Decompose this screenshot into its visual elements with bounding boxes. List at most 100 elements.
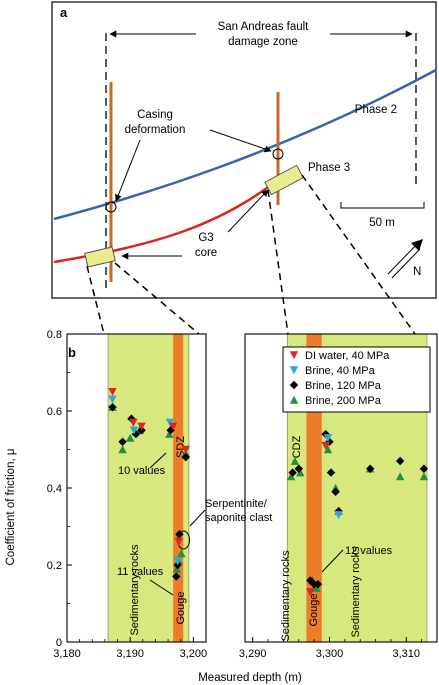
point-di-water-40-mpa-0-1 (129, 418, 138, 427)
deformation-marker-right (272, 148, 284, 160)
point-di-water-40-mpa-0-2 (137, 422, 146, 431)
point-brine-200-mpa-1-1 (290, 456, 300, 465)
panel-a: a San Andreas fault damage zone Phase 2 … (51, 1, 437, 299)
phase2-borehole (53, 68, 437, 221)
point-brine-120-mpa-1-7 (326, 468, 336, 477)
label-ten-values: 10 values (118, 465, 166, 477)
point-brine-120-mpa-1-12 (419, 464, 429, 473)
connector-right-1 (267, 189, 289, 335)
label-gouge-left: Gouge (175, 591, 187, 624)
label-sedimentary-right-1: Sedimentary rocks (280, 550, 292, 642)
north-arrow-shaft-1 (387, 242, 419, 275)
point-brine-200-mpa-1-2 (296, 468, 305, 477)
legend-label-brine-200: Brine, 200 MPa (305, 395, 382, 407)
label-serpentinite-line1: Serpentinite/ (205, 498, 268, 510)
g3-label-line2: core (195, 247, 217, 259)
x-tick-label-0-0: 3,180 (53, 648, 81, 660)
point-brine-200-mpa-0-5 (172, 564, 182, 573)
legend-marker-di-water-40-mpa (289, 351, 299, 360)
point-brine-120-mpa-0-0 (108, 402, 117, 412)
zone-label-line1: San Andreas fault (218, 21, 310, 33)
casing-label-line2: deformation (125, 124, 186, 136)
connector-lines (86, 174, 416, 335)
north-arrow-shaft-2 (391, 248, 421, 279)
point-brine-200-mpa-0-4 (165, 429, 174, 438)
phase3-borehole (53, 181, 276, 264)
core-left (84, 246, 116, 268)
x-tick-label-0-1: 3,190 (116, 648, 144, 660)
point-brine-120-mpa-1-8 (331, 487, 340, 497)
panel-b: b Sedimentary rocks Gouge SDZ CDZ Sedime… (5, 329, 438, 684)
x-axis-title: Measured depth (m) (198, 672, 302, 684)
plot-frame-1 (244, 333, 438, 643)
y-tick-label-2: 0.4 (47, 483, 62, 495)
leader-eleven-values (149, 579, 174, 596)
band-gouge-0-1 (173, 334, 184, 642)
legend-box (282, 346, 431, 413)
point-brine-200-mpa-1-0 (286, 472, 296, 481)
point-di-water-40-mpa-1-1 (321, 441, 330, 450)
point-brine-40-mpa-1-0 (323, 434, 333, 443)
label-serpentinite-line2: saponite clast (205, 512, 272, 524)
x-tick-label-1-1: 3,300 (316, 648, 344, 660)
panel-b-label: b (68, 345, 76, 360)
legend-marker-brine-200-mpa (289, 395, 299, 404)
point-brine-120-mpa-0-9 (181, 453, 190, 462)
label-sedimentary-left: Sedimentary rocks (129, 544, 141, 636)
legend-marker-brine-120-mpa (289, 380, 299, 390)
point-brine-120-mpa-1-0 (288, 468, 297, 477)
label-twelve-values: 12 values (345, 545, 393, 557)
point-brine-40-mpa-1-1 (334, 511, 343, 520)
point-brine-120-mpa-1-1 (294, 464, 303, 473)
y-tick-label-1: 0.2 (47, 560, 62, 572)
point-brine-200-mpa-0-1 (118, 445, 127, 454)
casing-arrow-left (115, 139, 141, 202)
point-brine-120-mpa-0-6 (172, 572, 181, 581)
point-brine-120-mpa-1-10 (365, 464, 375, 473)
y-tick-label-3: 0.6 (47, 406, 62, 418)
y-tick-label-4: 0.8 (47, 329, 62, 341)
point-di-water-40-mpa-1-0 (306, 588, 315, 597)
x-tick-label-1-0: 3,290 (239, 648, 267, 660)
scale-label: 50 m (369, 217, 395, 229)
connector-right-2 (301, 174, 416, 335)
label-eleven-values: 11 values (117, 566, 164, 578)
leader-twelve-values (321, 549, 344, 573)
legend-label-brine-120: Brine, 120 MPa (305, 380, 382, 392)
point-brine-120-mpa-1-4 (313, 580, 323, 589)
point-di-water-40-mpa-0-3 (168, 422, 178, 431)
point-brine-120-mpa-0-1 (118, 437, 127, 446)
panel-a-label: a (60, 5, 68, 20)
phase3-label: Phase 3 (308, 162, 350, 174)
casing-label-line1: Casing (137, 109, 173, 121)
connector-left-1 (86, 265, 105, 335)
point-di-water-40-mpa-0-0 (108, 387, 117, 396)
casing-arrow-right (209, 129, 272, 153)
g3-label-line1: G3 (198, 232, 213, 244)
point-brine-200-mpa-1-9 (395, 472, 405, 481)
point-di-water-40-mpa-0-4 (174, 538, 184, 547)
x-tick-label-1-2: 3,310 (393, 648, 421, 660)
north-label: N (413, 266, 421, 278)
point-brine-200-mpa-1-10 (419, 472, 429, 481)
legend-label-brine-40: Brine, 40 MPa (305, 365, 376, 377)
point-brine-40-mpa-0-1 (129, 426, 139, 435)
zone-label-line2: damage zone (228, 36, 298, 48)
north-arrow-head (411, 239, 423, 251)
point-brine-200-mpa-0-2 (125, 433, 135, 442)
label-sedimentary-right-2: Sedimentary rocks (350, 546, 362, 638)
y-tick-label-0: 0 (56, 637, 62, 649)
deformation-marker-left (105, 201, 117, 213)
leader-ten-values (149, 452, 167, 469)
connector-left-2 (114, 262, 200, 335)
legend: DI water, 40 MPa Brine, 40 MPa Brine, 12… (282, 346, 431, 413)
point-di-water-40-mpa-0-5 (181, 445, 190, 454)
point-brine-200-mpa-0-7 (177, 549, 186, 558)
scale-bar (340, 202, 425, 209)
point-brine-200-mpa-1-4 (312, 583, 321, 592)
y-axis-title: Coefficient of friction, μ (5, 449, 17, 566)
label-sdz: SDZ (175, 436, 187, 458)
label-gouge-right: Gouge (308, 593, 320, 626)
point-brine-200-mpa-1-5 (323, 445, 333, 454)
